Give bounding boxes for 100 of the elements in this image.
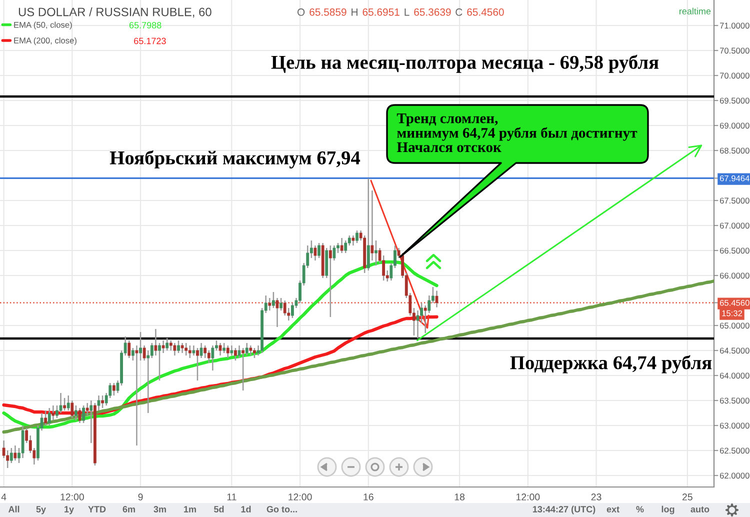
candlestick xyxy=(112,382,116,396)
candlestick xyxy=(135,344,138,446)
y-tick-label: 68.5000 xyxy=(720,148,750,154)
y-tick-label: 63.0000 xyxy=(720,422,750,429)
annotation: 65.1723 xyxy=(134,38,166,44)
text: YTD xyxy=(88,506,106,512)
text: 6m xyxy=(122,506,135,512)
candlestick xyxy=(234,347,237,362)
candlestick xyxy=(177,340,180,354)
candlestick xyxy=(283,300,286,316)
annotation: 65.7988 xyxy=(129,22,162,28)
text: ext xyxy=(606,506,620,512)
candlestick xyxy=(158,342,161,382)
candlestick xyxy=(21,424,24,459)
y-tick-label: 66.5000 xyxy=(720,248,750,254)
candlestick xyxy=(218,342,222,356)
candlestick xyxy=(14,444,17,462)
y-tick-label: 69.5000 xyxy=(720,98,750,104)
text: auto xyxy=(690,506,710,512)
x-tick-label: 25 xyxy=(682,494,692,500)
candlestick xyxy=(192,344,196,356)
candlestick xyxy=(268,297,272,312)
ref-line-label: Ноябрьский максимум 67,94 xyxy=(110,150,360,168)
x-tick-label: 9 xyxy=(138,494,143,500)
candlestick xyxy=(173,342,176,356)
candlestick xyxy=(290,302,294,319)
legend-label: EMA (50, close) xyxy=(14,22,72,30)
y-tick-label: 64.0000 xyxy=(720,372,750,379)
x-tick-label: 23 xyxy=(591,494,602,500)
y-tick-label: 70.5000 xyxy=(720,48,750,54)
x-tick-label: 4 xyxy=(1,494,6,500)
y-tick-label: 65.0000 xyxy=(720,322,750,329)
candlestick xyxy=(59,392,62,414)
y-tick-label: 65.4560 xyxy=(720,300,750,306)
text: 15:32 xyxy=(722,310,742,316)
text: 1d xyxy=(241,506,251,512)
y-tick-label: 62.5000 xyxy=(720,448,750,454)
x-tick-label: 12:00 xyxy=(516,494,540,500)
candlestick xyxy=(424,304,427,334)
text: All xyxy=(8,506,20,512)
line-series xyxy=(2,279,714,434)
text: 3m xyxy=(154,506,166,512)
candlestick xyxy=(344,240,348,254)
candlestick xyxy=(211,344,214,372)
candlestick xyxy=(74,404,78,422)
legend-label: EMA (200, close) xyxy=(14,37,76,46)
text: 5y xyxy=(36,506,46,514)
ref-line-label: Цель на месяц-полтора месяца - 69,58 рубля xyxy=(271,54,659,73)
text: log xyxy=(662,506,674,514)
y-tick-label: 70.0000 xyxy=(720,72,750,79)
candlestick xyxy=(340,237,344,254)
candlestick xyxy=(90,400,93,444)
annotation: Тренд сломлен, минимум 64,74 рубля был достигнут Начался отскок xyxy=(396,114,638,152)
candlestick xyxy=(101,394,104,409)
x-tick-label: 11 xyxy=(227,494,236,500)
candlestick xyxy=(242,347,245,392)
candlestick xyxy=(169,340,172,352)
candlestick xyxy=(374,240,378,266)
y-tick-label: 66.0000 xyxy=(720,272,750,279)
candlestick xyxy=(166,337,169,352)
candlestick xyxy=(272,291,275,309)
candlestick xyxy=(253,347,256,359)
candlestick xyxy=(245,342,248,356)
candlestick xyxy=(328,244,332,318)
text: 1y xyxy=(64,506,74,514)
x-tick-label: 18 xyxy=(454,494,465,500)
y-tick-label: 67.0000 xyxy=(720,222,750,229)
y-tick-label: 71.0000 xyxy=(720,22,750,29)
text: 1m xyxy=(184,506,196,512)
candlestick xyxy=(370,190,374,262)
candlestick xyxy=(204,344,207,359)
candlestick xyxy=(366,178,370,272)
candlestick xyxy=(44,410,48,426)
x-tick-label: 12:00 xyxy=(60,494,84,500)
y-tick-label: 64.5000 xyxy=(720,348,750,354)
ref-line-label: Поддержка 64,74 рубля xyxy=(510,355,712,374)
candlestick xyxy=(184,342,188,356)
text: US DOLLAR / RUSSIAN RUBLE, 60 xyxy=(18,7,212,18)
candlestick xyxy=(66,394,70,412)
text: 5d xyxy=(214,506,224,512)
candlestick xyxy=(196,347,199,382)
y-tick-label: 67.9464 xyxy=(720,175,750,182)
candlestick xyxy=(207,350,210,364)
candlestick xyxy=(180,342,184,354)
y-tick-label: 63.5000 xyxy=(720,398,750,404)
candlestick xyxy=(86,402,89,416)
y-tick-label: 67.5000 xyxy=(720,198,750,204)
x-tick-label: 16 xyxy=(364,494,374,500)
candlestick xyxy=(280,297,282,312)
candlestick xyxy=(48,407,51,426)
candlestick xyxy=(70,400,74,419)
candlestick xyxy=(314,244,317,262)
candlestick xyxy=(230,344,234,356)
candlestick xyxy=(226,344,230,359)
x-tick-label: 12:00 xyxy=(288,494,312,500)
candlestick xyxy=(318,242,320,259)
candlestick xyxy=(128,340,131,359)
candlestick xyxy=(78,407,82,424)
text: Go to... xyxy=(266,506,297,512)
text: O 65.5859 H 65.6951 L 65.3639 C 65.4560 xyxy=(297,8,504,16)
